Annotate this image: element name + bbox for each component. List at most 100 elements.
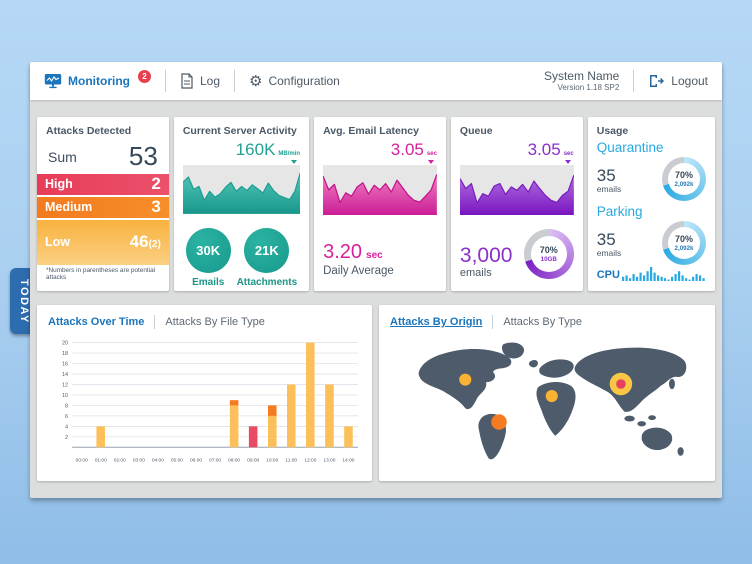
quarantine-section: 35 emails 70% 2,092k <box>596 157 707 201</box>
queue-count-label: emails <box>459 267 492 279</box>
svg-text:02:00: 02:00 <box>114 457 126 463</box>
tab-divider <box>492 315 494 329</box>
world-map-container <box>388 333 706 473</box>
severity-row-medium: Medium 3 <box>37 196 169 218</box>
queue-chart <box>459 165 574 215</box>
card-title: Avg. Email Latency <box>323 125 419 137</box>
svg-text:14: 14 <box>62 372 68 378</box>
gear-icon: ⚙ <box>249 72 263 90</box>
attacks-over-time-chart: 2 4 6 8 10 12 14 16 18 20 00:00 01:00 02:00 03:00 04:0… <box>46 333 363 473</box>
footnote: *Numbers in parentheses are potential at… <box>46 267 156 281</box>
svg-text:01:00: 01:00 <box>95 457 107 463</box>
queue-latency-value: 3.05 sec <box>460 140 574 160</box>
nav-log[interactable]: Log <box>180 73 220 89</box>
svg-text:4: 4 <box>65 424 68 430</box>
severity-row-high: High 2 <box>37 174 169 195</box>
svg-text:18: 18 <box>62 351 68 357</box>
attachments-stat: 21K Attachments <box>237 227 297 288</box>
system-version: Version 1.18 SP2 <box>557 83 620 93</box>
email-latency-card: Avg. Email Latency 3.05 sec 3.20 sec Dai… <box>314 117 446 291</box>
quarantine-donut: 70% 2,092k <box>662 157 707 201</box>
donut-percent: 70% <box>539 245 558 256</box>
rate-unit: sec <box>563 151 574 157</box>
nav-divider <box>164 70 166 92</box>
svg-text:05:00: 05:00 <box>171 457 183 463</box>
tab-attacks-by-type[interactable]: Attacks By Type <box>503 316 582 328</box>
queue-card: Queue 3.05 sec 3,000 emails 70% <box>450 117 583 291</box>
queue-count-block: 3,000 emails <box>459 243 513 279</box>
marker-triangle-icon <box>564 160 571 164</box>
rate-unit: sec <box>426 151 437 157</box>
logout-door-icon <box>650 74 665 87</box>
donut-percent: 70% <box>675 234 694 245</box>
severity-label: Low <box>45 235 70 250</box>
attacks-detected-card: Attacks Detected Sum 53 High 2 Medium 3 … <box>37 117 169 291</box>
svg-text:8: 8 <box>65 403 68 409</box>
quarantine-count-label: emails <box>596 183 622 194</box>
usage-card: Usage Quarantine 35 emails 70% 2,092k Pa… <box>587 117 716 291</box>
card-title: Usage <box>596 125 629 137</box>
nav-divider <box>234 70 236 92</box>
svg-text:11:00: 11:00 <box>285 457 297 463</box>
tab-attacks-over-time[interactable]: Attacks Over Time <box>48 316 145 328</box>
svg-text:12:00: 12:00 <box>304 457 316 463</box>
parking-count-label: emails <box>596 247 622 258</box>
cpu-label: CPU <box>596 269 620 281</box>
severity-row-low: Low 46(2) <box>37 219 169 265</box>
svg-text:08:00: 08:00 <box>228 457 240 463</box>
nav-log-label: Log <box>199 74 221 88</box>
marker-triangle-icon <box>427 160 434 164</box>
latency-chart <box>323 165 437 215</box>
latency-value: 3.05 sec <box>323 140 437 160</box>
tab-attacks-by-file-type[interactable]: Attacks By File Type <box>165 316 265 328</box>
system-info: System Name Version 1.18 SP2 <box>544 69 620 93</box>
map-attack-markers <box>459 372 633 430</box>
nav-monitoring-label: Monitoring <box>68 74 130 88</box>
svg-text:09:00: 09:00 <box>247 457 259 463</box>
sum-label: Sum <box>48 148 77 165</box>
daily-average-unit: sec <box>366 250 383 261</box>
logout-button[interactable]: Logout <box>648 73 708 89</box>
svg-text:00:00: 00:00 <box>76 457 88 463</box>
rate-value: 3.05 <box>390 140 424 159</box>
card-title: Queue <box>459 125 493 137</box>
emails-stat: 30K Emails <box>185 227 231 288</box>
nav-configuration[interactable]: ⚙ Configuration <box>249 74 340 89</box>
svg-text:10:00: 10:00 <box>266 457 278 463</box>
donut-capacity: 10GB <box>540 255 557 263</box>
monitor-icon <box>44 74 62 89</box>
svg-text:2: 2 <box>65 435 68 441</box>
emails-stat-label: Emails <box>192 276 225 288</box>
svg-text:06:00: 06:00 <box>190 457 202 463</box>
quarantine-count: 35 <box>596 165 616 185</box>
donut-percent: 70% <box>675 170 694 181</box>
server-rate: 160K MB/min <box>183 140 300 160</box>
parking-heading: Parking <box>596 204 643 219</box>
today-tab-label: TODAY <box>18 278 30 324</box>
document-icon <box>181 73 193 89</box>
card-title: Current Server Activity <box>182 125 297 137</box>
tab-divider <box>154 315 156 329</box>
potential-attacks-paren: (2) <box>148 239 161 251</box>
daily-average-value: 3.20 <box>323 241 363 263</box>
emails-stat-circle: 30K <box>185 227 231 273</box>
alert-count-badge: 2 <box>137 69 151 83</box>
server-activity-card: Current Server Activity 160K MB/min 30K … <box>173 117 310 291</box>
top-navbar: Monitoring 2 Log ⚙ Configuration System … <box>30 62 722 100</box>
parking-count: 35 <box>596 229 616 249</box>
daily-average-label: Daily Average <box>323 265 394 277</box>
queue-usage-donut: 70% 10GB <box>523 229 574 279</box>
svg-text:03:00: 03:00 <box>133 457 145 463</box>
severity-label: High <box>45 177 73 192</box>
severity-value: 3 <box>151 197 161 217</box>
attachments-stat-circle: 21K <box>244 227 290 273</box>
quarantine-heading: Quarantine <box>596 140 664 155</box>
tab-attacks-by-origin[interactable]: Attacks By Origin <box>390 316 483 328</box>
cpu-bars-sparkline <box>622 267 705 281</box>
dashboard-body: Attacks Detected Sum 53 High 2 Medium 3 … <box>30 100 722 481</box>
attacks-by-origin-card: Attacks By Origin Attacks By Type <box>379 305 715 481</box>
nav-divider <box>633 69 635 92</box>
svg-text:04:00: 04:00 <box>152 457 164 463</box>
queue-count: 3,000 <box>459 243 513 267</box>
nav-monitoring[interactable]: Monitoring 2 <box>44 69 151 89</box>
